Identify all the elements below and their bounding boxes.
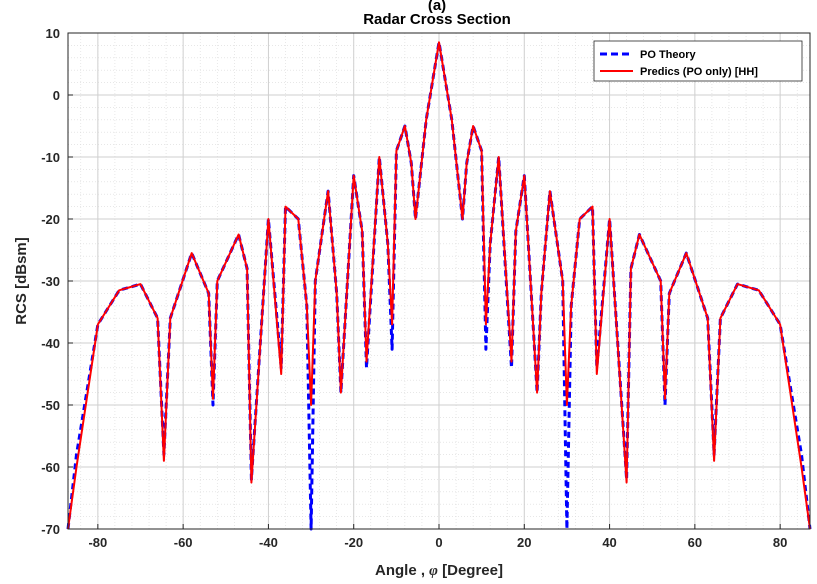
legend-label-po-theory: PO Theory (640, 49, 697, 61)
y-tick-label: -10 (41, 150, 60, 165)
legend-label-predics: Predics (PO only) [HH] (640, 66, 758, 78)
y-tick-label: -20 (41, 212, 60, 227)
y-tick-label: 0 (53, 88, 60, 103)
grid (68, 32, 810, 530)
x-tick-label: 60 (688, 535, 702, 550)
tick-labels: -80 -60 -40 -20 0 20 40 60 80100-10-20-30-40-50-… (41, 26, 787, 550)
x-tick-label: 20 (517, 535, 531, 550)
legend-box (593, 40, 803, 82)
x-tick-label: -60 (174, 535, 193, 550)
y-tick-label: -60 (41, 460, 60, 475)
figure-label: (a) (428, 0, 446, 14)
legend: PO Theory Predics (PO only) [HH] (593, 40, 803, 82)
y-axis-label: RCS [dBsm] (13, 237, 30, 325)
x-tick-label: -40 (259, 535, 278, 550)
series-layer (66, 40, 812, 531)
x-axis-label: Angle , φ [Degree] (375, 562, 503, 579)
y-tick-label: -70 (41, 522, 60, 537)
y-tick-label: 10 (46, 26, 60, 41)
x-tick-label: 80 (773, 535, 787, 550)
chart-title: Radar Cross Section (363, 11, 511, 28)
y-tick-label: -40 (41, 336, 60, 351)
y-tick-label: -30 (41, 274, 60, 289)
x-axis-label-symbol: φ (429, 563, 438, 579)
series-line-predics (67, 41, 811, 530)
x-axis-label-suffix: [Degree] (438, 562, 503, 579)
y-tick-label: -50 (41, 398, 60, 413)
x-axis-label-prefix: Angle , (375, 562, 429, 579)
x-tick-label: -20 (344, 535, 363, 550)
x-tick-label: 40 (602, 535, 616, 550)
x-tick-label: -80 (88, 535, 107, 550)
x-tick-label: 0 (435, 535, 442, 550)
